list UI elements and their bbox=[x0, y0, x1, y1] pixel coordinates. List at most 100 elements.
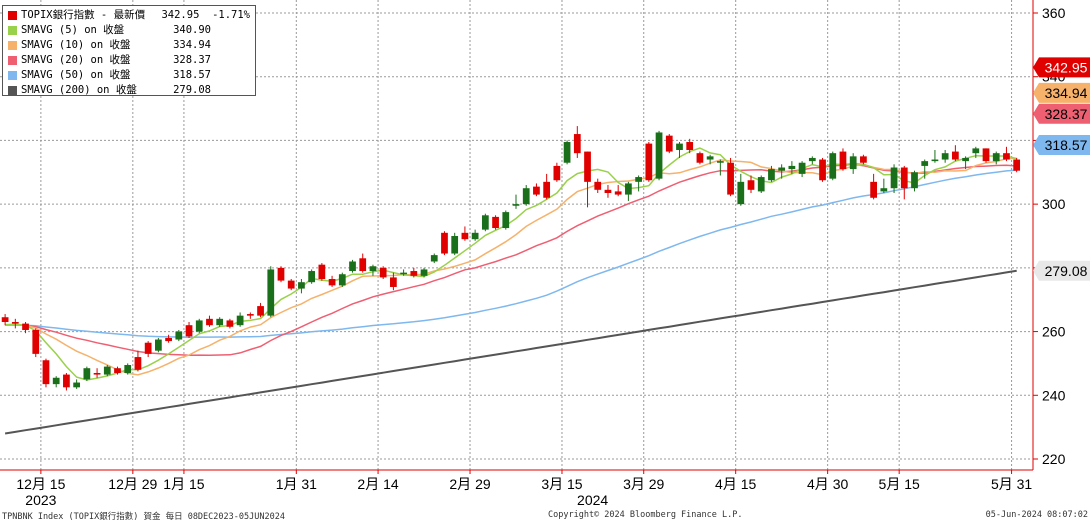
legend-item-sma10: SMAVG (10) on 收盤 334.94 bbox=[6, 38, 255, 53]
candle-body bbox=[655, 132, 663, 179]
candle bbox=[1003, 146, 1010, 162]
candle-body bbox=[114, 368, 121, 373]
candle-body bbox=[931, 159, 939, 162]
tag-label: 328.37 bbox=[1045, 106, 1088, 122]
candle bbox=[962, 156, 969, 170]
candle bbox=[502, 210, 510, 230]
candle-body bbox=[298, 282, 305, 289]
candle bbox=[696, 151, 704, 165]
candle bbox=[83, 366, 91, 381]
candle-body bbox=[951, 151, 959, 160]
sma5-line bbox=[5, 147, 1017, 381]
candle-body bbox=[502, 212, 510, 229]
candle-body bbox=[73, 382, 81, 388]
candle bbox=[849, 153, 857, 174]
candle-body bbox=[246, 314, 254, 316]
candle-body bbox=[369, 266, 377, 272]
candle-body bbox=[625, 183, 632, 195]
candle-body bbox=[195, 320, 203, 332]
candle-body bbox=[635, 177, 642, 182]
tag-label: 334.94 bbox=[1045, 85, 1088, 101]
candle-body bbox=[318, 264, 326, 280]
candle bbox=[22, 322, 29, 334]
candle-body bbox=[1003, 153, 1010, 160]
legend-label-sma20: SMAVG (20) on 收盤 bbox=[21, 54, 131, 66]
candle-body bbox=[359, 258, 367, 272]
candle bbox=[134, 350, 142, 372]
candle bbox=[543, 173, 551, 200]
candle bbox=[175, 329, 183, 342]
candle-body bbox=[103, 366, 111, 375]
candle bbox=[206, 315, 213, 327]
tag-shape bbox=[1033, 260, 1090, 281]
candle bbox=[808, 156, 816, 165]
candle bbox=[635, 175, 642, 192]
x-tick-label: 5月 31 bbox=[991, 476, 1032, 492]
candle-body bbox=[277, 267, 285, 281]
legend-swatch-sma200 bbox=[8, 86, 17, 95]
candle bbox=[982, 148, 990, 163]
legend-swatch-sma20 bbox=[8, 56, 17, 65]
candle bbox=[349, 259, 356, 273]
candle-body bbox=[584, 151, 591, 182]
legend-label-sma200: SMAVG (200) on 收盤 bbox=[21, 84, 137, 96]
candle-body bbox=[11, 322, 19, 324]
candle bbox=[686, 138, 694, 154]
candle bbox=[369, 264, 377, 276]
candle bbox=[165, 334, 172, 343]
candle-body bbox=[124, 365, 132, 373]
candle bbox=[972, 146, 980, 158]
candle bbox=[257, 302, 264, 318]
candle-body bbox=[328, 279, 336, 286]
candle-body bbox=[819, 159, 826, 181]
candle-body bbox=[768, 169, 775, 181]
candle-body bbox=[134, 357, 142, 370]
candle-body bbox=[696, 153, 704, 163]
x-year-label: 2023 bbox=[25, 492, 56, 508]
tag-label: 279.08 bbox=[1045, 263, 1088, 279]
candle bbox=[553, 162, 561, 182]
x-tick-label: 1月 15 bbox=[163, 476, 204, 492]
candle bbox=[829, 151, 837, 181]
candle bbox=[522, 185, 530, 206]
x-tick-label: 12月 29 bbox=[108, 476, 157, 492]
candle-body bbox=[880, 188, 888, 192]
candle-body bbox=[829, 153, 837, 179]
candle-body bbox=[471, 232, 479, 240]
candle bbox=[359, 253, 367, 273]
candle bbox=[819, 157, 826, 182]
candle bbox=[563, 140, 571, 165]
last-value-tag: 279.08 bbox=[1033, 260, 1090, 281]
legend-label-sma5: SMAVG (5) on 收盤 bbox=[21, 24, 125, 36]
footer-source: TPNBNK Index (TOPIX銀行指數) 賀金 每日 08DEC2023… bbox=[2, 512, 285, 522]
candle bbox=[747, 175, 755, 193]
candle-body bbox=[22, 323, 29, 330]
candle-body bbox=[941, 153, 949, 160]
tag-label: 318.57 bbox=[1045, 137, 1088, 153]
candle-body bbox=[165, 337, 172, 342]
legend-item-sma50: SMAVG (50) on 收盤 318.57 bbox=[6, 68, 255, 83]
candle-body bbox=[349, 261, 356, 272]
candle bbox=[430, 253, 438, 264]
candle bbox=[481, 213, 489, 232]
x-year-label: 2024 bbox=[577, 492, 608, 508]
candle-body bbox=[430, 255, 438, 262]
candle bbox=[1013, 157, 1021, 173]
candle bbox=[277, 266, 285, 283]
candle bbox=[63, 372, 70, 391]
candle-body bbox=[1013, 159, 1021, 171]
candle bbox=[594, 178, 602, 193]
candle-body bbox=[921, 161, 929, 166]
candle-body bbox=[52, 377, 60, 385]
x-tick-label: 3月 15 bbox=[541, 476, 582, 492]
x-tick-label: 4月 15 bbox=[715, 476, 756, 492]
candle bbox=[318, 263, 326, 281]
x-tick-label: 12月 15 bbox=[16, 476, 65, 492]
x-tick-label: 2月 14 bbox=[357, 476, 398, 492]
candle-body bbox=[911, 172, 918, 189]
candle bbox=[911, 170, 918, 192]
candle bbox=[124, 363, 132, 375]
candle-body bbox=[461, 232, 469, 240]
legend-main-values: 342.95 -1.71% bbox=[161, 8, 250, 23]
candle bbox=[52, 376, 60, 388]
